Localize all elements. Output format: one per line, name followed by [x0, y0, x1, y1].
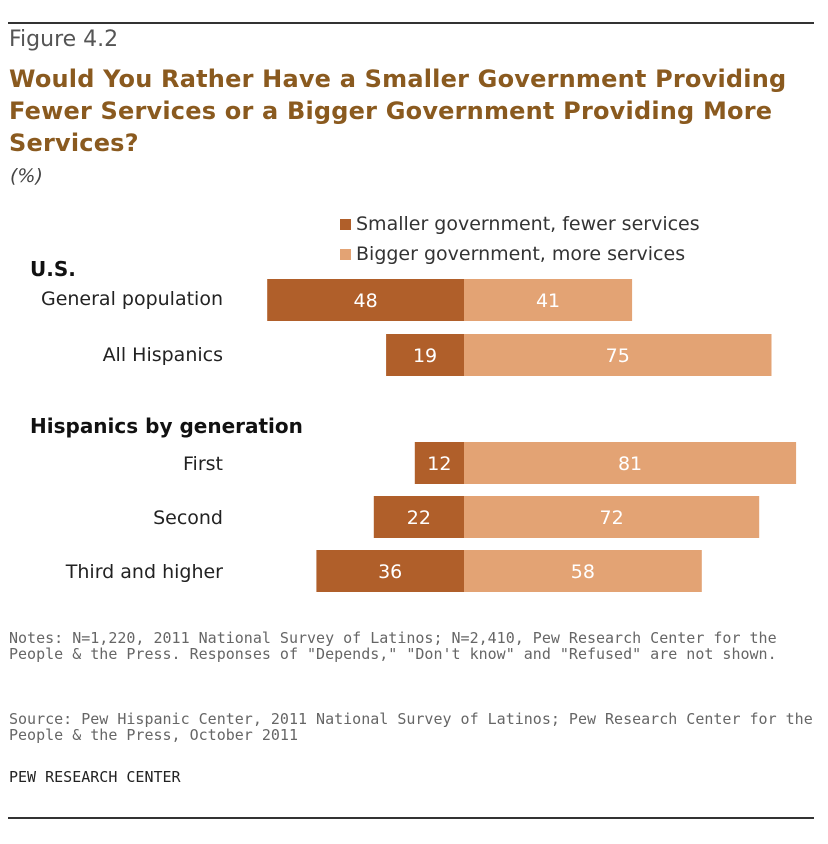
bar-bigger-third-and-higher [464, 550, 702, 592]
legend-item-bigger: Bigger government, more services [340, 243, 685, 265]
bar-smaller-all-hispanics [386, 334, 464, 376]
data-label-bigger-all-hispanics: 75 [606, 345, 630, 367]
row-label-all-hispanics: All Hispanics [102, 344, 223, 366]
bar-smaller-second [373, 496, 464, 538]
notes-text: Notes: N=1,220, 2011 National Survey of … [9, 629, 777, 663]
legend-item-smaller: Smaller government, fewer services [340, 213, 700, 235]
legend-swatch-bigger [340, 248, 351, 260]
bar-bigger-all-hispanics [464, 334, 772, 376]
data-label-smaller-general-population: 48 [354, 290, 378, 312]
row-label-first: First [183, 453, 223, 475]
data-label-bigger-general-population: 41 [536, 290, 560, 312]
data-label-smaller-third-and-higher: 36 [378, 561, 402, 583]
data-label-bigger-third-and-higher: 58 [571, 561, 595, 583]
bottom-rule [8, 817, 814, 819]
figure-label: Figure 4.2 [9, 27, 119, 52]
source-text: Source: Pew Hispanic Center, 2011 Nation… [9, 710, 813, 744]
unit-label: (%) [10, 165, 43, 187]
bar-bigger-first [464, 442, 797, 484]
chart-title: Would You Rather Have a Smaller Governme… [9, 65, 787, 157]
legend-label-bigger: Bigger government, more services [356, 243, 686, 265]
row-label-general-population: General population [40, 288, 223, 310]
bar-smaller-first [414, 442, 464, 484]
bar-smaller-third-and-higher [316, 550, 464, 592]
legend-swatch-smaller [340, 218, 351, 230]
data-label-bigger-first: 81 [618, 453, 642, 475]
bar-bigger-general-population [464, 279, 633, 321]
bar-bigger-second [464, 496, 760, 538]
organization-credit: PEW RESEARCH CENTER [9, 768, 181, 786]
row-label-second: Second [153, 507, 223, 529]
row-label-third-and-higher: Third and higher [65, 561, 223, 583]
data-label-bigger-second: 72 [600, 507, 624, 529]
data-label-smaller-all-hispanics: 19 [413, 345, 437, 367]
section-heading-generation: Hispanics by generation [30, 414, 303, 438]
data-label-smaller-first: 12 [427, 453, 451, 475]
legend-label-smaller: Smaller government, fewer services [356, 213, 700, 235]
top-rule [8, 22, 814, 24]
data-label-smaller-second: 22 [407, 507, 431, 529]
bar-smaller-general-population [267, 279, 464, 321]
section-heading-us: U.S. [30, 257, 76, 281]
